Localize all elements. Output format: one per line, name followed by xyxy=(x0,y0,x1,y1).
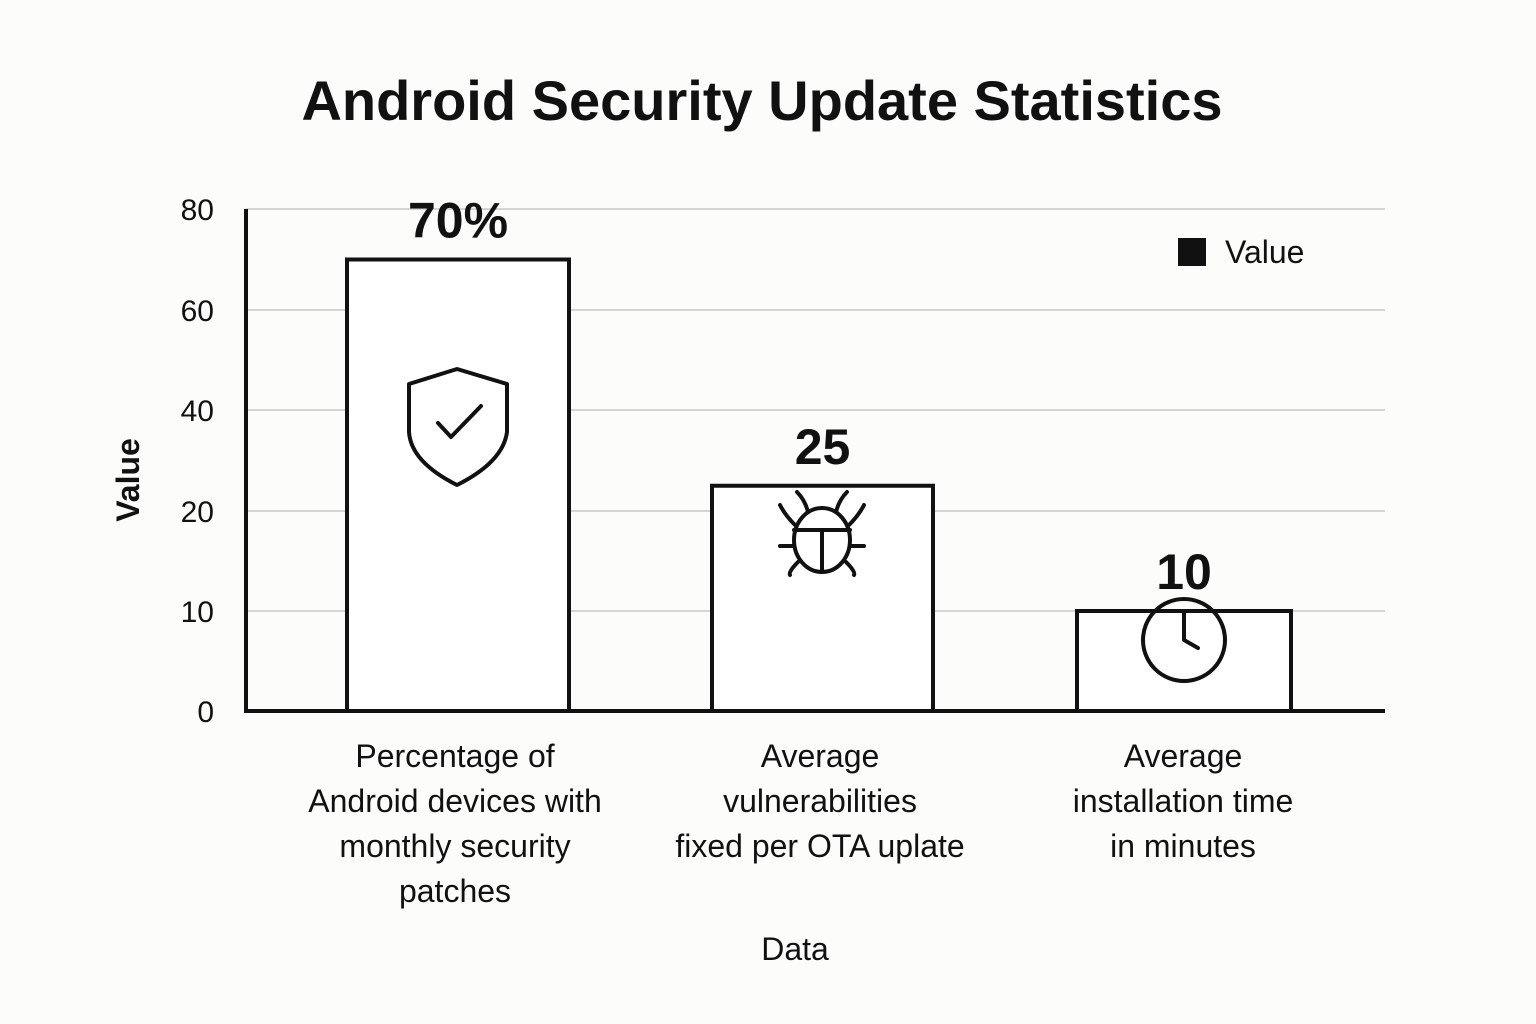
legend: Value xyxy=(1178,234,1304,270)
y-axis-ticks: 0 10 20 40 60 80 xyxy=(181,194,214,729)
shield-check-icon xyxy=(407,367,509,487)
y-tick-label: 80 xyxy=(181,194,214,227)
legend-label: Value xyxy=(1225,234,1304,270)
x-axis-label: Data xyxy=(761,931,829,967)
data-label: 10 xyxy=(1156,544,1212,600)
x-tick-label: vulnerabilities xyxy=(723,783,917,819)
x-tick-label: in minutes xyxy=(1110,828,1256,864)
data-labels: 70% 25 10 xyxy=(408,193,1212,601)
y-tick-label: 20 xyxy=(181,496,214,529)
x-tick-label: monthly security xyxy=(339,828,570,864)
chart-title: Android Security Update Statistics xyxy=(301,69,1222,132)
y-tick-label: 0 xyxy=(197,696,214,729)
y-tick-label: 10 xyxy=(181,596,214,629)
bar xyxy=(710,483,935,713)
x-tick-label: fixed per OTA uplate xyxy=(675,828,964,864)
y-tick-label: 40 xyxy=(181,395,214,428)
data-label: 70% xyxy=(408,193,508,249)
x-tick-label: patches xyxy=(399,873,511,909)
legend-swatch xyxy=(1178,238,1206,266)
y-axis-label: Value xyxy=(110,438,146,522)
bar-icons xyxy=(407,367,1227,683)
x-tick-label: Percentage of xyxy=(355,738,554,774)
bug-icon xyxy=(778,490,866,577)
x-tick-label: installation time xyxy=(1073,783,1294,819)
category-labels: Percentage of Android devices with monthly… xyxy=(308,738,1293,909)
y-tick-label: 60 xyxy=(181,295,214,328)
x-tick-label: Average xyxy=(1124,738,1243,774)
x-tick-label: Average xyxy=(761,738,880,774)
clock-icon xyxy=(1141,597,1227,683)
data-label: 25 xyxy=(795,419,851,475)
x-tick-label: Android devices with xyxy=(308,783,601,819)
bars xyxy=(345,257,1293,713)
